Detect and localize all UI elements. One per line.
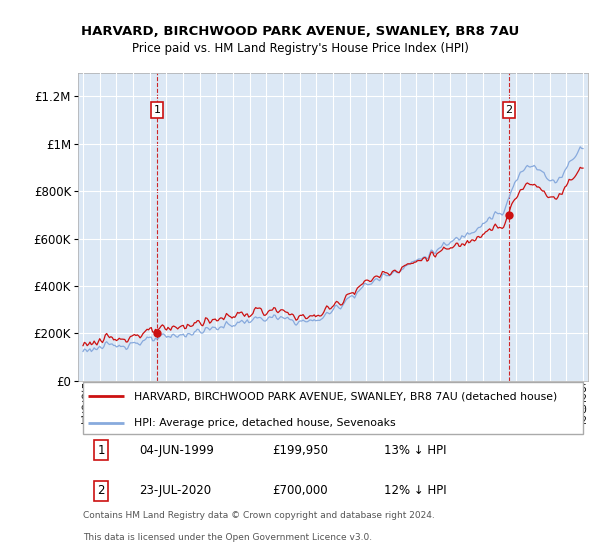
Text: 23-JUL-2020: 23-JUL-2020 [139,484,211,497]
Text: HPI: Average price, detached house, Sevenoaks: HPI: Average price, detached house, Seve… [134,418,396,428]
Text: 1: 1 [154,105,160,115]
Text: HARVARD, BIRCHWOOD PARK AVENUE, SWANLEY, BR8 7AU (detached house): HARVARD, BIRCHWOOD PARK AVENUE, SWANLEY,… [134,391,557,402]
Text: £700,000: £700,000 [272,484,328,497]
Text: 13% ↓ HPI: 13% ↓ HPI [384,444,446,457]
Text: Contains HM Land Registry data © Crown copyright and database right 2024.: Contains HM Land Registry data © Crown c… [83,511,435,520]
Text: 2: 2 [505,105,512,115]
Text: 04-JUN-1999: 04-JUN-1999 [139,444,214,457]
FancyBboxPatch shape [83,382,583,434]
Text: This data is licensed under the Open Government Licence v3.0.: This data is licensed under the Open Gov… [83,533,372,542]
Text: £199,950: £199,950 [272,444,328,457]
Text: 1: 1 [97,444,105,457]
Text: 12% ↓ HPI: 12% ↓ HPI [384,484,446,497]
Text: HARVARD, BIRCHWOOD PARK AVENUE, SWANLEY, BR8 7AU: HARVARD, BIRCHWOOD PARK AVENUE, SWANLEY,… [81,25,519,38]
Text: Price paid vs. HM Land Registry's House Price Index (HPI): Price paid vs. HM Land Registry's House … [131,42,469,55]
Text: 2: 2 [97,484,105,497]
